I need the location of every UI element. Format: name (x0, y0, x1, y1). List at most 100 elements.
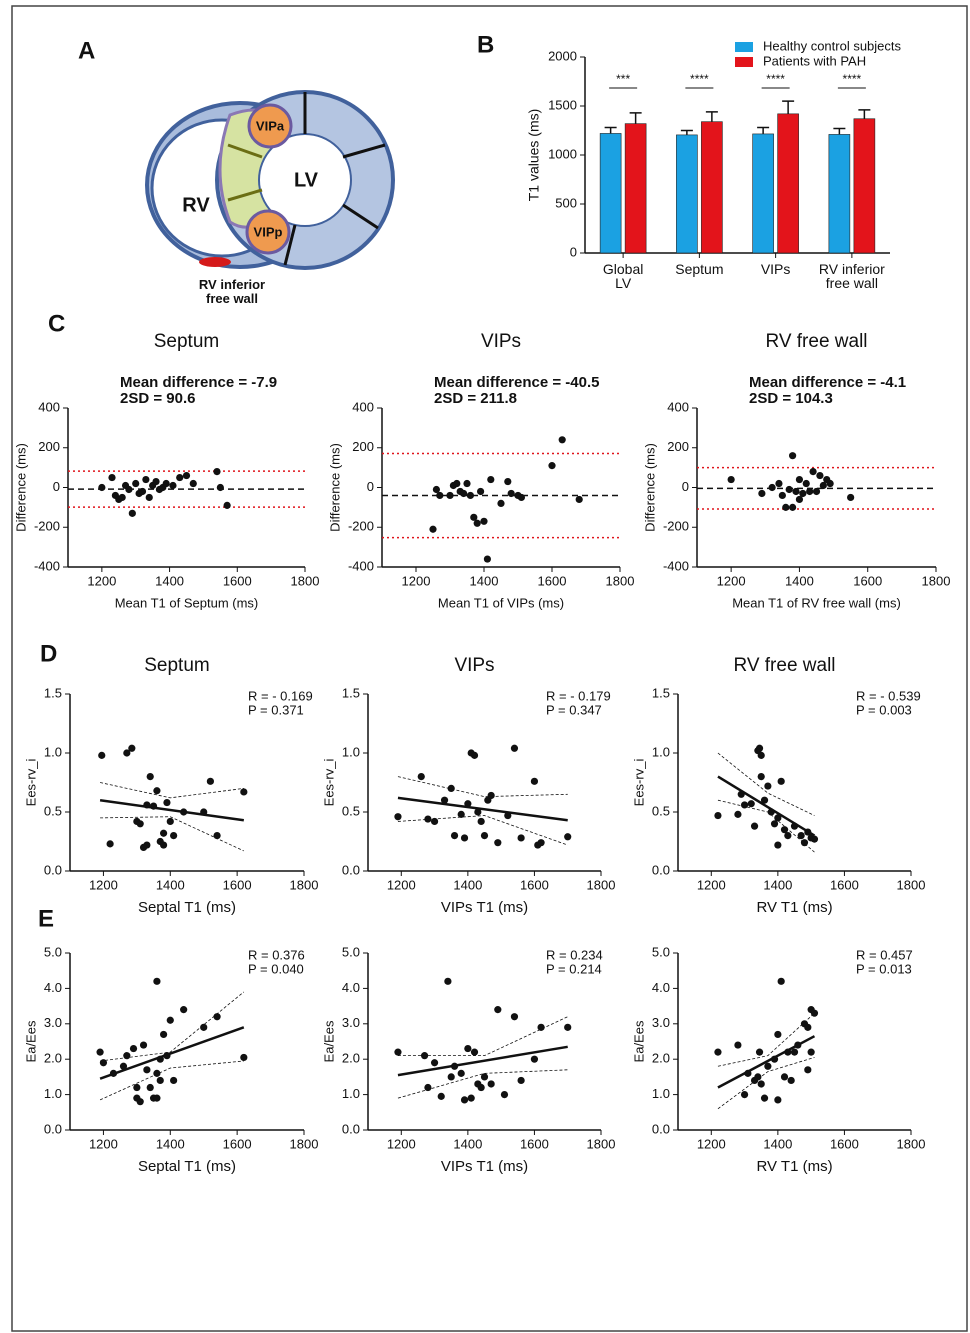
x-tick-label: 1200 (717, 573, 746, 588)
point (464, 800, 472, 808)
x-tick-label: 1200 (697, 877, 726, 892)
y-tick-label: 0.5 (652, 803, 670, 818)
point (537, 1023, 545, 1031)
significance-label: *** (616, 72, 630, 86)
y-tick-label: 400 (352, 399, 374, 414)
point (755, 744, 764, 752)
x-tick-label: 1400 (156, 1136, 185, 1151)
chart-title: Septum (154, 331, 219, 352)
point (446, 491, 454, 500)
x-tick-label: 1200 (402, 573, 431, 588)
error-bar (705, 111, 718, 122)
point (564, 1023, 572, 1031)
point (213, 468, 221, 476)
point (473, 519, 481, 527)
point (136, 820, 144, 828)
point (477, 1083, 485, 1092)
x-tick-label: 1600 (830, 877, 859, 892)
point (460, 489, 468, 498)
point (133, 1083, 141, 1092)
point (483, 555, 491, 563)
point (757, 1080, 765, 1088)
point (780, 1073, 789, 1081)
annotation: R = 0.234 (546, 947, 603, 962)
chart-title: RV free wall (733, 655, 835, 676)
point (430, 817, 439, 826)
bar (777, 113, 799, 254)
point (160, 1030, 168, 1039)
legend-label: Patients with PAH (763, 53, 866, 68)
point (784, 832, 792, 840)
annotation: P = 0.013 (856, 961, 912, 976)
regression-line (397, 1045, 568, 1077)
point (429, 525, 437, 533)
point (477, 817, 485, 826)
y-tick-label: 2.0 (652, 1051, 670, 1066)
point (816, 471, 824, 480)
error-bar (782, 100, 795, 114)
x-tick-label: 1600 (853, 573, 882, 588)
x-tick-label: 1200 (89, 877, 118, 892)
point (440, 796, 449, 804)
point (213, 832, 221, 840)
x-tick-label-box: RV inferior free wall (819, 262, 885, 290)
point (744, 1069, 752, 1077)
point (789, 503, 797, 511)
y-tick-label: 3.0 (652, 1015, 670, 1030)
point (457, 810, 465, 818)
point (774, 841, 782, 849)
point (767, 808, 775, 816)
y-axis-label: Ea/Ees (321, 1020, 336, 1062)
point (98, 483, 106, 492)
y-axis-label: Ees-rv_i (631, 759, 646, 807)
point (460, 834, 469, 842)
y-tick-label: 0.0 (342, 862, 360, 877)
error-bar (858, 109, 871, 119)
x-tick-label: 1600 (538, 573, 567, 588)
annotation: 2SD = 211.8 (434, 390, 517, 407)
y-tick-label: -200 (663, 519, 689, 534)
point (774, 814, 782, 822)
x-tick-label: 1400 (155, 573, 184, 588)
y-tick-label: 200 (667, 439, 689, 454)
annotation: R = - 0.169 (248, 688, 313, 703)
point (143, 841, 151, 849)
x-tick-label-box: Septum (675, 262, 723, 276)
point (180, 1006, 188, 1014)
y-tick-label: 0 (53, 479, 60, 494)
y-tick-label: 2000 (548, 48, 577, 63)
point (774, 1096, 782, 1104)
point (510, 744, 519, 752)
point (774, 1030, 782, 1039)
y-tick-label: 5.0 (342, 944, 360, 959)
y-tick-label: 0.0 (342, 1121, 360, 1136)
point (424, 815, 432, 823)
point (464, 1044, 472, 1053)
point (792, 487, 800, 496)
x-tick-label: 1400 (470, 573, 499, 588)
point (432, 485, 440, 494)
annotation: Mean difference = -4.1 (749, 374, 906, 391)
point (143, 801, 151, 809)
point (145, 493, 153, 502)
y-tick-label: 1.0 (342, 744, 360, 759)
point (96, 1048, 104, 1056)
confidence-band (99, 1060, 244, 1101)
x-tick-label: 1400 (453, 1136, 482, 1151)
point (497, 499, 505, 507)
x-tick-label: 1400 (763, 1136, 792, 1151)
heart-diagram: RV LV VIPa VIPp RV inferior free wall (145, 90, 395, 306)
point (784, 1048, 792, 1056)
point (98, 751, 106, 759)
point (777, 977, 785, 985)
significance-label: **** (690, 72, 709, 86)
point (714, 811, 722, 820)
y-tick-label: 4.0 (342, 980, 360, 995)
y-axis-label: Ea/Ees (23, 1020, 38, 1062)
annotation: P = 0.040 (248, 961, 304, 976)
regression-line (397, 796, 568, 822)
x-axis-label: Septal T1 (ms) (138, 1158, 236, 1175)
x-axis-label: Mean T1 of RV free wall (ms) (732, 595, 901, 610)
point (530, 1055, 539, 1063)
point (760, 796, 769, 804)
